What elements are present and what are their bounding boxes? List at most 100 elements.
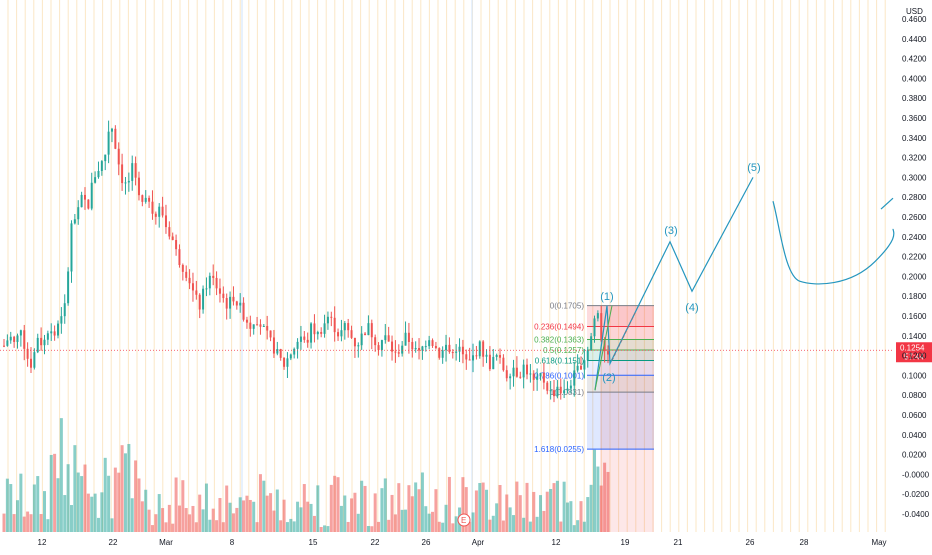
candle-body (394, 351, 397, 353)
wave-curve[interactable] (772, 201, 895, 285)
candle-body (556, 386, 559, 397)
candle-body (87, 199, 90, 209)
wave-label: (1) (600, 291, 613, 303)
candle-body (380, 340, 383, 350)
x-tick-label: 26 (422, 538, 431, 547)
fib-level-label: 1.618(0.0255) (534, 445, 584, 454)
candle-body (29, 358, 32, 368)
candle-body (198, 294, 201, 310)
volume-bar (262, 480, 266, 532)
volume-bar (123, 453, 127, 532)
volume-bar (96, 517, 100, 532)
candle-body (424, 346, 427, 348)
candle-body (374, 337, 377, 346)
volume-bar (528, 521, 532, 532)
event-marker-circle[interactable] (457, 513, 471, 527)
volume-bar (552, 483, 556, 532)
candle-body (252, 324, 255, 329)
volume-bar (593, 449, 597, 532)
candle-body (316, 331, 319, 335)
volume-bar (535, 516, 539, 532)
volume-bar (478, 483, 482, 532)
price-axis[interactable]: USD 0.4600 0.4400 0.4200 0.4000 0.3800 0.3600… (902, 7, 930, 519)
candle-body (195, 290, 198, 295)
wave-path[interactable] (594, 177, 754, 391)
candle-body (596, 313, 599, 319)
volume-bar (2, 513, 6, 532)
volume-bar (221, 522, 225, 532)
candle-body (212, 275, 215, 278)
volume-bar (103, 457, 107, 532)
volume-bar (32, 484, 36, 532)
y-tick-label: 0.4000 (902, 74, 927, 83)
candle-body (303, 336, 306, 340)
volume-bar (407, 485, 411, 532)
fib-level-label: 0.786(0.1001) (534, 371, 584, 380)
volume-bar (107, 475, 111, 532)
y-tick-label: 0.0800 (902, 391, 927, 400)
candle-body (539, 373, 542, 377)
current-price-tag[interactable] (896, 342, 932, 363)
wave-label: (4) (685, 302, 698, 314)
candle-body (326, 316, 329, 324)
elliott-wave-projection[interactable]: (1) (2) (3) (4) (5) (594, 162, 895, 391)
candle-body (607, 351, 609, 355)
y-tick-label: 0.1800 (902, 292, 927, 301)
fib-zone (587, 360, 654, 376)
volume-bar (447, 476, 451, 532)
volume-bar (380, 488, 384, 532)
candle-body (23, 330, 26, 349)
volume-bar (569, 501, 573, 532)
volume-bar (424, 506, 428, 532)
candle-body (360, 333, 363, 346)
candle-body (306, 339, 309, 343)
candle-countdown: 57:44 (904, 352, 925, 361)
candle-body (310, 323, 313, 343)
candle-body (100, 161, 103, 171)
x-tick-label: 8 (230, 538, 235, 547)
volume-bar (474, 490, 478, 532)
volume-bar (309, 503, 313, 532)
volume-bar (29, 514, 33, 532)
volume-bar (589, 484, 593, 532)
event-marker-label: E (461, 516, 466, 525)
volume-bar (343, 495, 347, 532)
volume-bar (49, 454, 53, 532)
volume-bar (147, 509, 151, 532)
volume-bar (73, 445, 77, 532)
candle-body (9, 336, 12, 341)
trend-dashed (611, 310, 637, 361)
volume-bar (86, 493, 90, 532)
volume-bar (228, 502, 232, 532)
volume-bar (505, 494, 509, 532)
volume-bar (501, 520, 505, 532)
candle-body (134, 163, 137, 178)
candle-body (293, 348, 296, 355)
candle-body (286, 358, 289, 367)
candle-body (347, 323, 350, 331)
candle-body (208, 275, 211, 289)
candle-body (438, 348, 441, 358)
earnings-event-marker[interactable]: E (457, 513, 471, 527)
candle-body (137, 177, 140, 196)
candle-body (266, 325, 269, 331)
volume-bar (319, 526, 323, 532)
candle-body (428, 340, 431, 347)
volume-bar (336, 477, 340, 532)
time-axis[interactable]: 12 22 Mar 8 15 22 26 Apr 12 19 21 26 28 May (38, 538, 887, 547)
candle-body (80, 194, 83, 208)
volume-bar (339, 505, 343, 532)
volume-bar (282, 499, 286, 532)
volume-bar (427, 513, 431, 532)
volume-bar (56, 478, 60, 532)
candle-body (343, 323, 346, 331)
candle-body (330, 316, 333, 318)
volume-bar (5, 478, 9, 532)
volume-bar (373, 493, 377, 532)
volume-bar (363, 485, 367, 532)
y-tick-label: 0.0400 (902, 431, 927, 440)
volume-bar (451, 523, 455, 532)
volume-bar (137, 478, 141, 532)
